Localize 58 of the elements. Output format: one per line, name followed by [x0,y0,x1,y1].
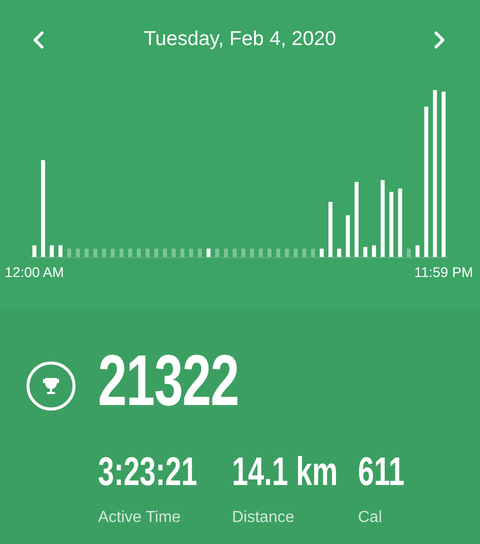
bar [154,248,158,257]
bar [380,180,385,257]
text: Cal [358,509,382,527]
bar [206,248,211,257]
bar [424,106,428,257]
bar [320,248,324,257]
text: 14.1 km [232,450,338,495]
bar [128,248,132,257]
bar [67,248,72,257]
x-tick-label: 12:00 AM [4,264,64,280]
bar [250,248,254,257]
bar [389,192,394,257]
bar [198,248,202,257]
bar [284,248,289,257]
bar [93,248,98,257]
bar [432,90,437,257]
bar [102,248,106,257]
bar [189,248,194,257]
bar [76,248,80,257]
bar [162,248,167,257]
bar [232,248,237,257]
bar [50,245,54,257]
bar [398,188,402,257]
bar [241,248,246,257]
bar [372,245,376,257]
bar [363,246,368,257]
bar [215,248,220,257]
chart-title: Tuesday, Feb 4, 2020 [142,28,338,51]
text: 21322 [98,340,239,422]
bar [346,215,350,257]
bar [276,248,280,257]
bar [442,92,446,257]
bar [302,248,306,257]
bar [180,248,184,257]
bar [146,248,150,257]
bar [224,248,228,257]
bar [328,202,332,257]
x-tick-label: 11:59 PM [414,264,474,280]
bar [58,245,62,257]
bar [406,248,411,257]
bar [32,245,36,257]
bar [84,248,89,257]
bar [136,248,141,257]
bar [354,182,359,257]
bar [416,245,420,257]
bar [119,248,124,257]
bar [41,160,46,257]
bar [172,248,176,257]
bar [294,248,298,257]
text: 3:23:21 [98,450,198,495]
bar [337,248,342,257]
text: Distance [232,509,294,527]
bar [258,248,263,257]
bar [267,248,272,257]
bar [110,248,115,257]
bar [311,248,316,257]
text: 611 [358,450,404,495]
text: Active Time [98,509,181,527]
